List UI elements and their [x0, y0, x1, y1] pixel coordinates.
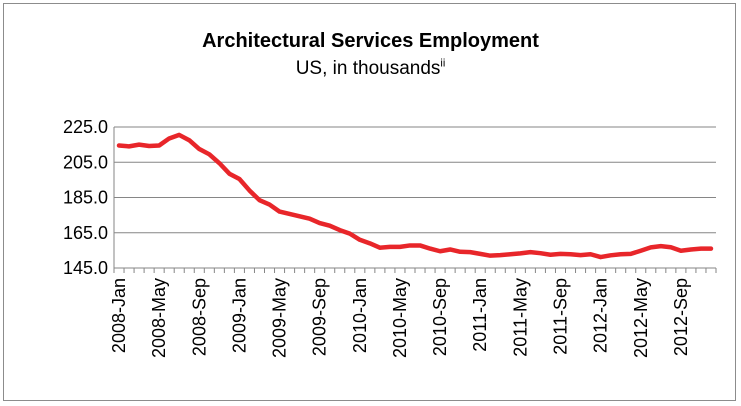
- data-point: [608, 253, 612, 257]
- data-point: [408, 243, 412, 247]
- data-point: [398, 245, 402, 249]
- data-point: [518, 251, 522, 255]
- data-point: [548, 253, 552, 257]
- x-tick-label: 2008-May: [149, 278, 169, 358]
- x-tick-label: 2008-Jan: [109, 278, 129, 353]
- x-tick-label: 2011-Sep: [550, 278, 570, 355]
- data-point: [137, 142, 141, 146]
- x-tick-label: 2008-Sep: [189, 278, 209, 356]
- data-point: [378, 246, 382, 250]
- chart-subtitle: US, in thousandsii: [0, 58, 741, 80]
- data-point: [508, 252, 512, 256]
- data-point: [187, 138, 191, 142]
- data-point: [558, 252, 562, 256]
- x-tick-label: 2011-May: [510, 278, 530, 357]
- data-point: [338, 228, 342, 232]
- data-point: [488, 253, 492, 257]
- data-point: [167, 136, 171, 140]
- series-layer: [116, 132, 714, 260]
- data-point: [418, 243, 422, 247]
- x-tick-label: 2009-Jan: [229, 278, 249, 353]
- data-point: [368, 241, 372, 245]
- y-tick-label: 225.0: [63, 117, 108, 137]
- y-tick-label: 185.0: [63, 188, 108, 208]
- x-tick-label: 2011-Jan: [470, 278, 490, 352]
- data-point: [117, 143, 121, 147]
- data-point: [689, 247, 693, 251]
- x-tick-label: 2010-May: [390, 278, 410, 358]
- data-point: [207, 152, 211, 156]
- data-point: [177, 133, 181, 137]
- x-tick-label: 2010-Jan: [350, 278, 370, 353]
- data-point: [388, 245, 392, 249]
- data-point: [699, 246, 703, 250]
- y-tick-labels: 225.0 205.0 185.0 165.0 145.0: [63, 117, 108, 278]
- data-point: [267, 202, 271, 206]
- data-point: [669, 245, 673, 249]
- data-point: [618, 252, 622, 256]
- data-point: [147, 144, 151, 148]
- chart-area: [3, 3, 736, 401]
- data-point: [317, 221, 321, 225]
- data-point: [247, 188, 251, 192]
- data-point: [297, 214, 301, 218]
- data-point: [538, 251, 542, 255]
- data-point: [478, 252, 482, 256]
- y-tick-label: 205.0: [63, 152, 108, 172]
- data-point: [307, 216, 311, 220]
- data-point: [468, 250, 472, 254]
- x-tick-labels: 2008-Jan 2008-May 2008-Sep 2009-Jan 2009-May…: [109, 278, 691, 358]
- data-point: [578, 253, 582, 257]
- y-tick-label: 165.0: [63, 223, 108, 243]
- chart-subtitle-footnote: ii: [440, 57, 446, 70]
- chart-subtitle-text: US, in thousands: [295, 58, 441, 79]
- data-point: [277, 209, 281, 213]
- data-point: [528, 250, 532, 254]
- data-point: [629, 252, 633, 256]
- data-point: [328, 224, 332, 228]
- data-point: [448, 247, 452, 251]
- data-point: [257, 198, 261, 202]
- data-point: [458, 250, 462, 254]
- data-point: [127, 144, 131, 148]
- data-point: [157, 143, 161, 147]
- data-point: [598, 255, 602, 259]
- chart-title: Architectural Services Employment: [202, 30, 539, 52]
- data-point: [287, 212, 291, 216]
- x-tick-label: 2009-May: [270, 278, 290, 358]
- data-point: [348, 231, 352, 235]
- data-point: [498, 253, 502, 257]
- data-point: [217, 161, 221, 165]
- axes: [113, 127, 717, 273]
- y-tick-label: 145.0: [63, 258, 108, 278]
- data-point: [659, 244, 663, 248]
- data-point: [649, 245, 653, 249]
- data-point: [428, 246, 432, 250]
- series-line: [116, 132, 714, 260]
- x-tick-label: 2010-Sep: [430, 278, 450, 356]
- data-point: [709, 246, 713, 250]
- data-point: [588, 252, 592, 256]
- data-point: [438, 249, 442, 253]
- data-point: [679, 249, 683, 253]
- data-point: [237, 177, 241, 181]
- data-point: [227, 172, 231, 176]
- data-point: [197, 147, 201, 151]
- x-tick-label: 2012-May: [631, 278, 651, 358]
- gridlines: [114, 126, 716, 234]
- x-tick-label: 2012-Jan: [591, 278, 611, 353]
- x-tick-label: 2009-Sep: [310, 278, 330, 356]
- data-point: [568, 252, 572, 256]
- data-point: [358, 238, 362, 242]
- x-tick-label: 2012-Sep: [671, 278, 691, 356]
- data-point: [639, 249, 643, 253]
